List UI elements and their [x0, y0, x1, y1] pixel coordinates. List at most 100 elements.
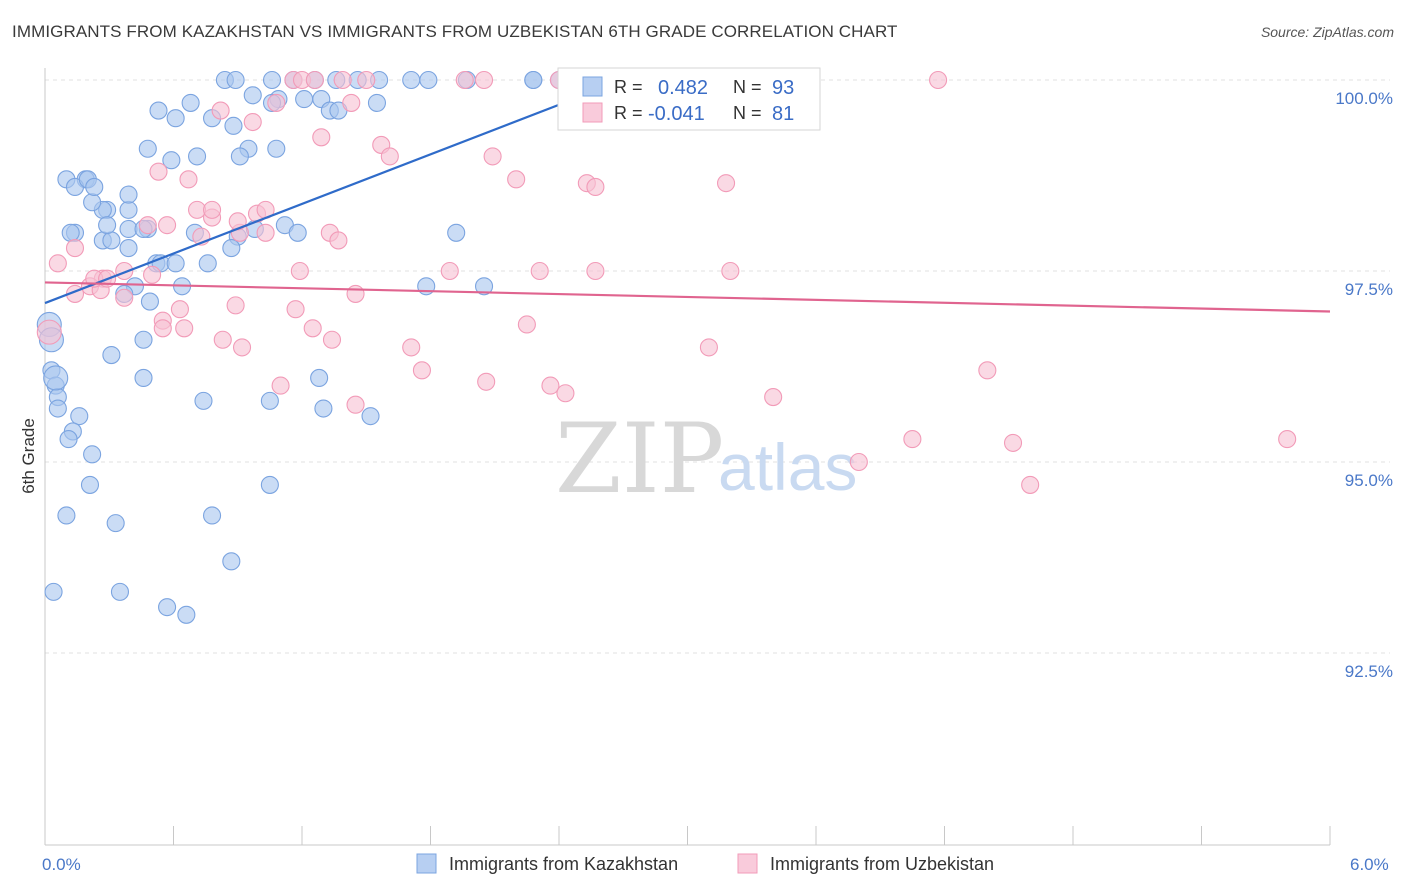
trend-line-uzbekistan	[44, 281, 1331, 313]
point-kazakhstan	[61, 223, 80, 242]
stats-legend-swatch-kazakhstan	[582, 76, 603, 97]
point-uzbekistan	[271, 376, 290, 395]
series-legend: Immigrants from Kazakhstan Immigrants fr…	[416, 853, 994, 874]
legend-label-uzbekistan: Immigrants from Uzbekistan	[770, 854, 994, 874]
point-kazakhstan	[48, 399, 67, 418]
point-kazakhstan	[110, 582, 130, 601]
point-kazakhstan	[243, 86, 262, 105]
point-kazakhstan	[181, 93, 200, 112]
stats-n-label-2: N =	[733, 103, 762, 123]
point-uzbekistan	[1021, 475, 1040, 494]
stats-r-value-kazakhstan: 0.482	[658, 77, 708, 99]
point-uzbekistan	[256, 223, 275, 242]
point-kazakhstan	[314, 399, 333, 418]
x-tick-label-min: 0.0%	[42, 855, 81, 874]
point-kazakhstan	[194, 391, 213, 410]
point-kazakhstan	[224, 116, 243, 135]
legend-swatch-kazakhstan	[416, 853, 437, 874]
point-uzbekistan	[357, 70, 376, 90]
stats-legend-swatch-uzbekistan	[582, 102, 603, 123]
point-uzbekistan	[699, 338, 718, 357]
point-uzbekistan	[211, 101, 230, 120]
point-uzbekistan	[243, 112, 262, 132]
point-kazakhstan	[222, 239, 241, 258]
point-uzbekistan	[267, 93, 286, 112]
point-kazakhstan	[83, 193, 102, 212]
point-uzbekistan	[483, 147, 502, 166]
point-kazakhstan	[262, 70, 282, 90]
point-kazakhstan	[361, 407, 380, 426]
point-uzbekistan	[716, 174, 736, 193]
stats-r-label-1: R =	[614, 77, 643, 97]
point-kazakhstan	[149, 101, 168, 120]
stats-n-value-kazakhstan: 93	[772, 77, 794, 99]
point-kazakhstan	[288, 223, 307, 242]
point-uzbekistan	[115, 288, 134, 307]
point-kazakhstan	[106, 514, 125, 533]
y-tick-label: 95.0%	[1345, 471, 1393, 490]
point-uzbekistan	[158, 216, 177, 235]
point-uzbekistan	[440, 261, 459, 281]
point-uzbekistan	[402, 338, 421, 357]
point-kazakhstan	[524, 70, 543, 90]
chart-source: Source: ZipAtlas.com	[1260, 24, 1394, 40]
gridlines	[45, 79, 1390, 654]
point-uzbekistan	[143, 265, 162, 284]
point-kazakhstan	[119, 239, 138, 258]
point-uzbekistan	[342, 93, 361, 112]
point-kazakhstan	[162, 151, 181, 170]
point-kazakhstan	[198, 254, 217, 273]
stats-r-value-uzbekistan: -0.041	[648, 103, 705, 125]
point-kazakhstan	[44, 582, 63, 601]
point-uzbekistan	[333, 70, 352, 90]
y-axis-title: 6th Grade	[19, 418, 38, 494]
point-kazakhstan	[222, 552, 241, 571]
point-uzbekistan	[1278, 430, 1297, 449]
point-uzbekistan	[226, 296, 245, 315]
point-kazakhstan	[188, 147, 207, 166]
point-uzbekistan	[305, 70, 324, 90]
point-kazakhstan	[419, 70, 438, 90]
point-uzbekistan	[232, 338, 252, 357]
point-uzbekistan	[849, 452, 868, 472]
point-kazakhstan	[134, 368, 153, 388]
watermark-atlas: atlas	[718, 430, 857, 504]
point-uzbekistan	[586, 261, 605, 281]
point-uzbekistan	[329, 231, 348, 250]
point-uzbekistan	[322, 330, 342, 349]
point-kazakhstan	[158, 598, 177, 617]
point-uzbekistan	[929, 70, 948, 90]
watermark: ZIP atlas	[555, 403, 857, 515]
y-tick-label: 92.5%	[1345, 662, 1393, 681]
point-kazakhstan	[260, 475, 279, 494]
y-tick-label: 97.5%	[1345, 280, 1393, 299]
point-kazakhstan	[230, 147, 249, 166]
point-uzbekistan	[455, 70, 474, 90]
point-kazakhstan	[102, 231, 121, 250]
point-kazakhstan	[138, 139, 157, 158]
x-ticks	[44, 826, 1331, 845]
point-kazakhstan	[70, 407, 89, 426]
point-kazakhstan	[367, 93, 387, 112]
point-kazakhstan	[166, 109, 185, 128]
stats-legend: R = 0.482 N = 93 R = -0.041 N = 81	[557, 67, 821, 131]
point-kazakhstan	[402, 70, 421, 90]
point-uzbekistan	[978, 361, 997, 380]
point-uzbekistan	[203, 200, 222, 219]
point-uzbekistan	[303, 319, 322, 338]
point-kazakhstan	[59, 430, 78, 449]
stats-r-label-2: R =	[614, 103, 643, 123]
point-kazakhstan	[295, 90, 314, 109]
point-uzbekistan	[764, 388, 783, 407]
point-kazakhstan	[267, 139, 286, 158]
point-kazakhstan	[119, 200, 138, 219]
point-uzbekistan	[346, 395, 365, 414]
point-kazakhstan	[447, 223, 466, 242]
point-kazakhstan	[166, 254, 185, 273]
point-uzbekistan	[541, 376, 560, 395]
point-uzbekistan	[530, 261, 549, 281]
point-uzbekistan	[346, 284, 365, 303]
point-uzbekistan	[380, 147, 399, 166]
point-uzbekistan	[36, 319, 62, 345]
